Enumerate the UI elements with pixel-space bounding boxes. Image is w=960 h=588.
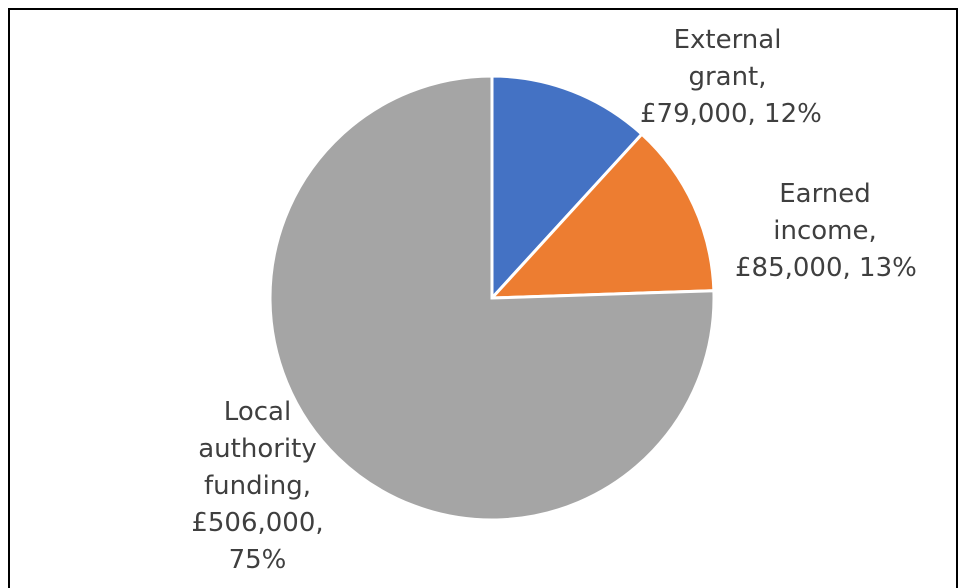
label-line: £85,000, 13%	[735, 253, 917, 283]
label-line: authority	[198, 434, 317, 464]
label-line: 75%	[228, 545, 287, 575]
label-line: External	[673, 25, 782, 55]
data-label-local-authority-funding: Local authority funding, £506,000, 75%	[185, 394, 330, 579]
data-label-external-grant: External grant, £79,000, 12%	[640, 22, 822, 133]
slice-earned-income	[488, 132, 716, 300]
label-line: £79,000, 12%	[640, 99, 822, 129]
label-line: funding,	[203, 471, 312, 501]
slice-local-authority-funding	[268, 74, 716, 522]
chart-frame	[8, 8, 958, 588]
label-line: grant,	[688, 62, 767, 92]
label-line: £506,000,	[191, 508, 324, 538]
label-line: Earned	[779, 179, 871, 209]
data-label-earned-income: Earned income, £85,000, 13%	[735, 176, 917, 287]
label-line: income,	[773, 216, 877, 246]
slice-external-grant	[490, 74, 644, 302]
label-line: Local	[223, 397, 292, 427]
